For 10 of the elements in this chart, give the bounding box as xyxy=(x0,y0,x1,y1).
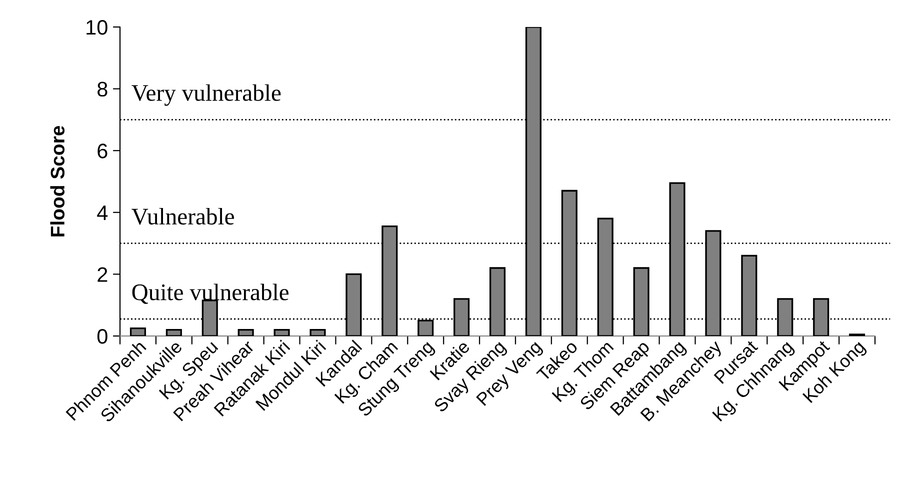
y-tick-label: 10 xyxy=(86,20,108,35)
y-tick-label: 2 xyxy=(98,267,108,282)
ref-line-label: Very vulnerable xyxy=(132,84,281,106)
ref-line-label: Vulnerable xyxy=(132,208,234,225)
y-axis-title: Flood Score xyxy=(50,126,65,236)
y-tick-label: 6 xyxy=(98,144,108,158)
y-tick-label: 8 xyxy=(98,82,108,97)
y-tick-label: 4 xyxy=(97,206,108,220)
ref-line-label: Quite vulnerable xyxy=(132,284,289,304)
y-tick-label: 0 xyxy=(97,329,108,344)
